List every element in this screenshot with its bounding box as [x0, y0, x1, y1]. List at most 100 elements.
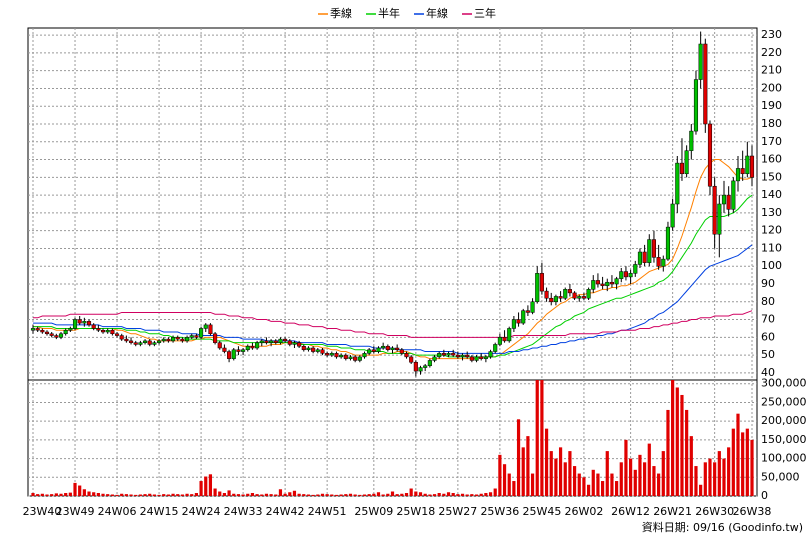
volume-bar: [680, 394, 684, 496]
candle-body: [166, 338, 171, 342]
ma-line: [33, 310, 753, 338]
volume-bar: [106, 494, 110, 496]
volume-bar: [713, 462, 717, 496]
volume-bar: [661, 451, 665, 496]
candle-body: [712, 185, 717, 235]
volume-bar: [162, 494, 166, 496]
candle-body: [161, 338, 166, 342]
volume-bar: [222, 493, 227, 496]
candle-body: [171, 337, 176, 342]
volume-bar: [460, 493, 465, 496]
candle-body: [413, 361, 418, 372]
candle-body: [362, 353, 367, 358]
x-tick-label: 24W42: [266, 505, 305, 518]
volume-bar: [521, 447, 525, 496]
candle-body: [623, 271, 628, 278]
volume-bar: [638, 454, 642, 496]
candle-body: [656, 257, 661, 267]
candle-body: [119, 335, 124, 340]
volume-bar: [708, 458, 712, 496]
candle-body: [283, 338, 288, 342]
volume-bar: [395, 494, 399, 496]
candle-body: [385, 345, 390, 351]
candle-body: [749, 155, 755, 178]
candle-body: [194, 335, 199, 338]
candle-body: [549, 297, 554, 303]
volume-bar: [727, 447, 731, 496]
candle-body: [325, 353, 330, 356]
volume-bar: [498, 454, 502, 496]
candle-body: [49, 333, 54, 336]
candle-body: [157, 340, 162, 343]
y-tick-label: 80: [761, 295, 775, 308]
candle-body: [530, 301, 535, 313]
volume-bar: [64, 493, 68, 496]
candle-body: [567, 289, 572, 294]
candle-body: [502, 337, 507, 342]
candle-body: [152, 342, 157, 345]
candle-body: [399, 349, 404, 354]
candle-body: [469, 356, 474, 361]
x-tick-label: 26W30: [695, 505, 734, 518]
volume-bar: [442, 493, 446, 496]
candle-body: [217, 342, 222, 349]
candle-body: [535, 273, 540, 303]
candle-body: [423, 365, 428, 368]
volume-bar: [110, 494, 114, 496]
candle-body: [306, 347, 311, 351]
volume-bar: [689, 436, 693, 496]
volume-bar: [390, 491, 395, 496]
candle-body: [357, 356, 362, 361]
y2-tick-label: 50,000: [761, 470, 800, 483]
volume-bar: [610, 473, 614, 496]
x-tick-label: 24W51: [308, 505, 347, 518]
volume-bar: [502, 464, 507, 496]
volume-bar: [633, 469, 637, 496]
candle-body: [479, 356, 484, 359]
candle-body: [147, 340, 152, 345]
volume-bar: [278, 489, 283, 496]
candle-body: [105, 329, 110, 333]
candle-body: [343, 354, 348, 359]
candle-body: [264, 340, 269, 343]
y-tick-label: 40: [761, 366, 775, 379]
candle-body: [269, 340, 274, 343]
volume-bar: [255, 494, 259, 496]
candle-body: [600, 283, 605, 287]
volume-bar: [344, 494, 348, 496]
candle-body: [544, 290, 549, 299]
candle-body: [315, 349, 320, 352]
volume-bar: [269, 494, 273, 496]
volume-bar: [703, 462, 707, 496]
candle-body: [497, 337, 502, 345]
candle-body: [320, 349, 325, 354]
y-tick-label: 210: [761, 64, 782, 77]
candle-body: [609, 281, 614, 285]
volume-bar: [213, 488, 217, 496]
volume-bar: [138, 494, 142, 496]
volume-bar: [204, 476, 208, 496]
candle-body: [100, 329, 106, 333]
candle-body: [507, 328, 512, 342]
volume-bar: [596, 473, 600, 496]
volume-bar: [741, 432, 745, 496]
candle-body: [208, 324, 213, 335]
volume-bar: [400, 493, 404, 496]
volume-bar: [68, 492, 72, 496]
candle-body: [236, 349, 241, 352]
x-tick-label: 25W36: [480, 505, 519, 518]
volume-bar: [227, 490, 231, 496]
y-tick-label: 150: [761, 170, 782, 183]
volume-bar: [465, 494, 469, 496]
candle-body: [446, 353, 451, 356]
candle-body: [670, 203, 675, 228]
volume-bar: [586, 484, 591, 496]
candle-body: [35, 328, 40, 331]
volume-bar: [563, 462, 567, 496]
volume-bar: [451, 493, 455, 496]
candle-body: [72, 319, 78, 329]
volume-bar: [115, 494, 119, 496]
candle-body: [367, 349, 372, 354]
candle-body: [572, 292, 577, 299]
volume-bar: [297, 493, 301, 496]
